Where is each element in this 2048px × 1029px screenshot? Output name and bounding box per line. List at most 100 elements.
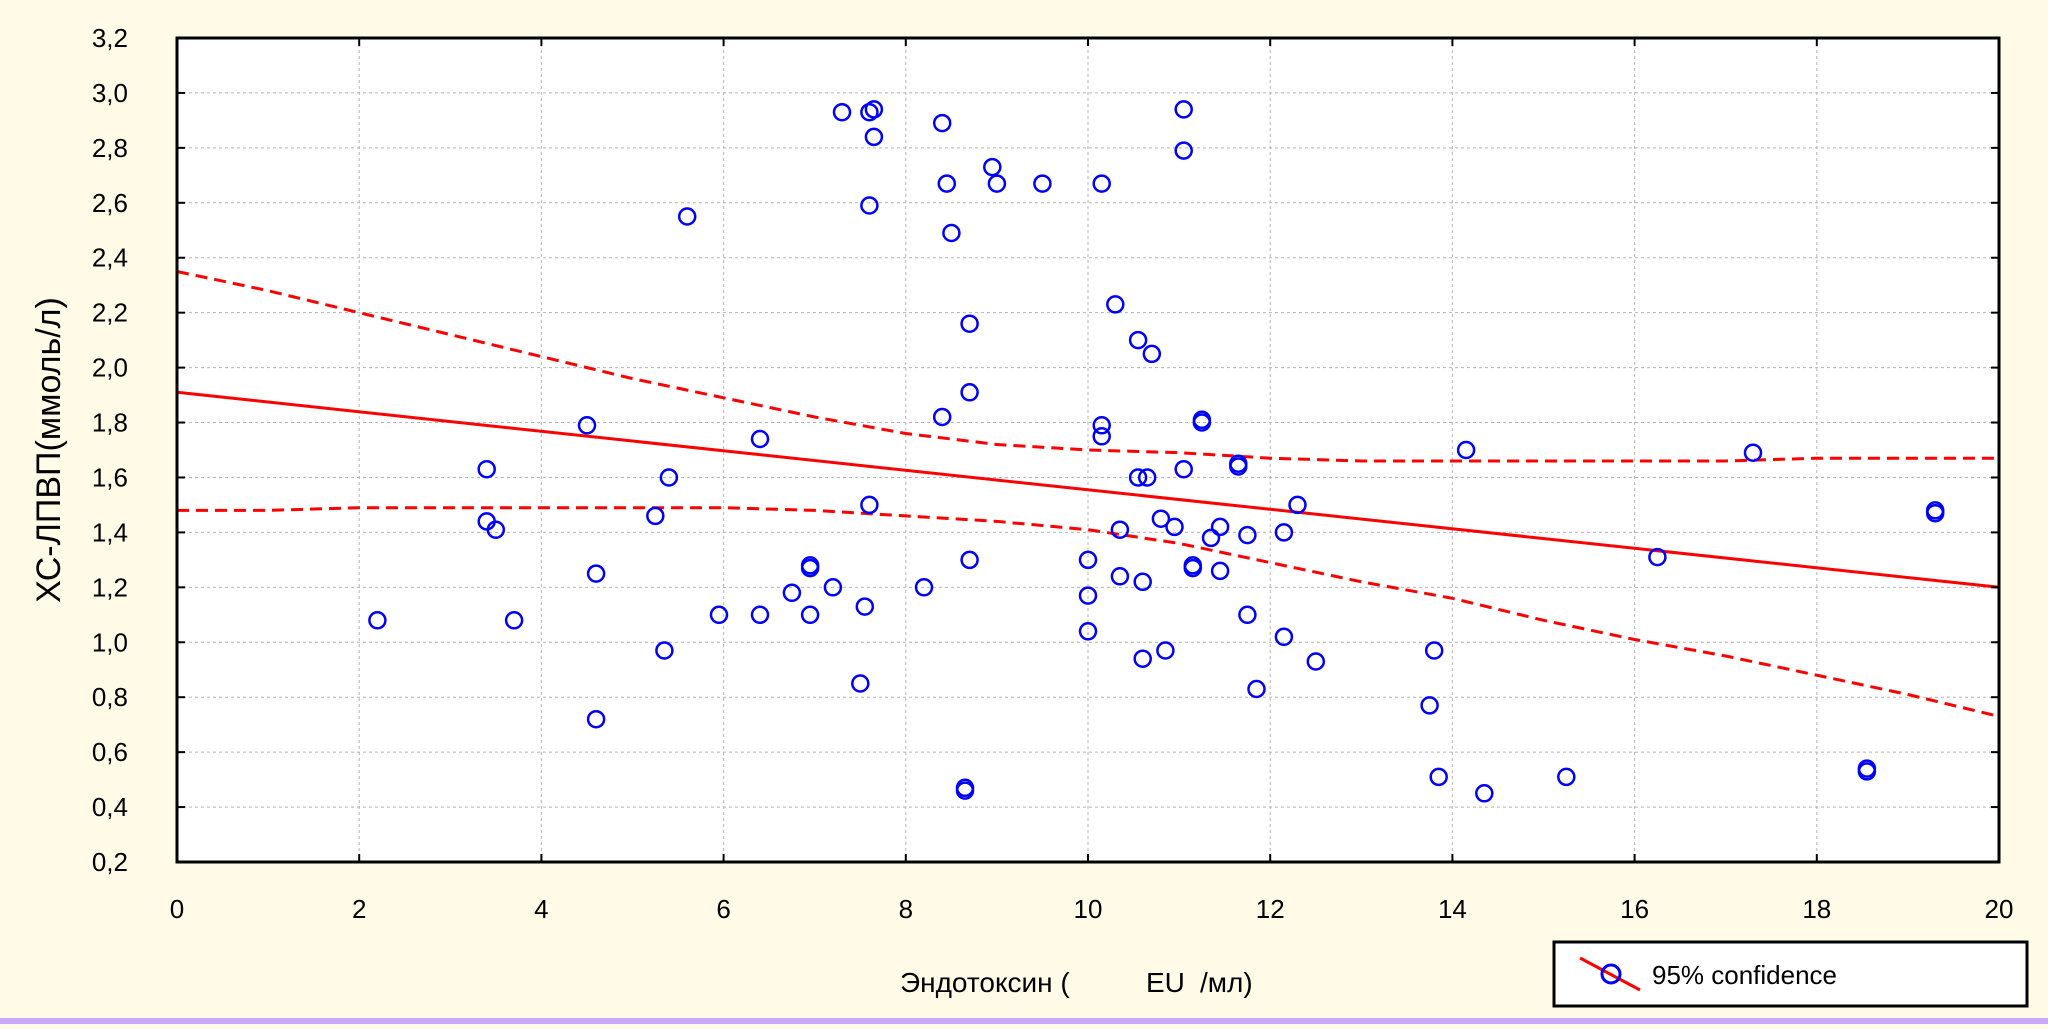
legend-line-swatch (1579, 956, 1641, 992)
data-point (1925, 503, 1945, 523)
data-point (1238, 605, 1257, 625)
data-point (1078, 622, 1098, 641)
x-tick-label: 16 (1620, 894, 1649, 924)
data-point (486, 520, 506, 539)
data-point (1128, 468, 1148, 487)
x-tick-label: 2 (352, 894, 366, 924)
data-point (1110, 567, 1130, 586)
x-tick-label: 6 (716, 894, 730, 924)
y-tick-label: 0,8 (92, 682, 128, 712)
data-point (914, 578, 934, 597)
data-point (1033, 174, 1052, 193)
data-point (1183, 558, 1203, 578)
data-point (1648, 547, 1667, 567)
data-point (960, 550, 979, 570)
data-point (860, 495, 879, 515)
data-point (800, 558, 820, 578)
regression-line-group (176, 390, 2000, 589)
data-point (1743, 443, 1763, 462)
data-point (932, 113, 952, 133)
x-tick-label: 12 (1256, 894, 1285, 924)
x-axis-title: Эндотоксин ( EU /мл) (900, 967, 1253, 998)
data-point (987, 174, 1007, 193)
data-point (677, 207, 697, 226)
data-point (1092, 427, 1111, 446)
y-tick-label: 1,0 (92, 627, 128, 657)
x-tick-label: 20 (1985, 894, 2014, 924)
data-point (1247, 679, 1266, 699)
y-tick-label: 0,4 (92, 792, 128, 822)
x-tick-label: 14 (1438, 894, 1467, 924)
data-point (983, 157, 1002, 177)
y-tick-label: 0,6 (92, 737, 128, 767)
x-tick-label: 4 (534, 894, 548, 924)
data-point (1092, 174, 1111, 193)
data-point (659, 468, 679, 487)
data-point (1274, 523, 1294, 542)
data-point (937, 174, 957, 193)
x-tick-labels: 0 2 4 6 8 10 12 14 16 18 20 (170, 894, 2014, 924)
data-point (1110, 520, 1130, 539)
data-point (1238, 525, 1257, 545)
data-point (855, 597, 875, 616)
data-point (1201, 528, 1221, 548)
data-point (1078, 550, 1098, 570)
legend-label: 95% confidence (1652, 960, 1837, 990)
data-point (1078, 586, 1098, 605)
data-point (577, 416, 597, 435)
y-tick-label: 1,4 (92, 517, 128, 547)
data-point (1192, 413, 1212, 432)
data-point (1128, 330, 1148, 350)
data-point (1429, 767, 1448, 787)
legend: 95% confidence (1552, 940, 2029, 1008)
data-point (1133, 572, 1152, 592)
x-tick-label: 8 (899, 894, 913, 924)
data-point (1156, 641, 1175, 660)
data-point (864, 127, 884, 147)
data-point (1288, 495, 1307, 515)
data-point (750, 605, 770, 625)
data-point (1557, 767, 1576, 787)
data-point (1174, 141, 1193, 160)
data-point (586, 709, 606, 729)
data-point (1142, 344, 1162, 364)
y-tick-label: 2,6 (92, 188, 128, 218)
ci-lower-line (177, 506, 2000, 718)
data-point (1475, 784, 1494, 803)
confidence-bands (176, 270, 2000, 718)
x-tick-label: 0 (170, 894, 184, 924)
y-tick-label: 1,2 (92, 572, 128, 602)
data-point (955, 781, 975, 800)
plot-area (177, 38, 1999, 862)
x-axis-title-part-3: /мл) (1200, 967, 1253, 998)
data-point (1210, 517, 1230, 537)
y-tick-label: 3,0 (92, 78, 128, 108)
data-point (1174, 100, 1193, 119)
y-tick-label: 2,4 (92, 243, 128, 273)
data-point (942, 223, 961, 243)
data-point (1174, 459, 1193, 479)
legend-marker-icon (1600, 963, 1622, 985)
data-point (1229, 457, 1248, 476)
y-tick-label: 2,8 (92, 133, 128, 163)
x-tick-label: 10 (1074, 894, 1103, 924)
data-point (932, 407, 952, 427)
data-point (1133, 649, 1152, 668)
grid-lines (177, 38, 1999, 862)
data-point (586, 564, 606, 583)
data-point (1151, 509, 1171, 528)
y-tick-label: 1,6 (92, 462, 128, 492)
x-tick-label: 18 (1802, 894, 1831, 924)
data-point (851, 674, 870, 693)
data-point (864, 100, 884, 119)
window-bottom-edge (0, 1018, 2048, 1024)
data-point (655, 641, 674, 660)
data-point (646, 506, 665, 526)
axis-ticks (176, 37, 2000, 863)
y-tick-label: 3,2 (92, 23, 128, 53)
data-point (1274, 627, 1294, 647)
data-point (1857, 762, 1877, 781)
data-point (1137, 468, 1157, 487)
